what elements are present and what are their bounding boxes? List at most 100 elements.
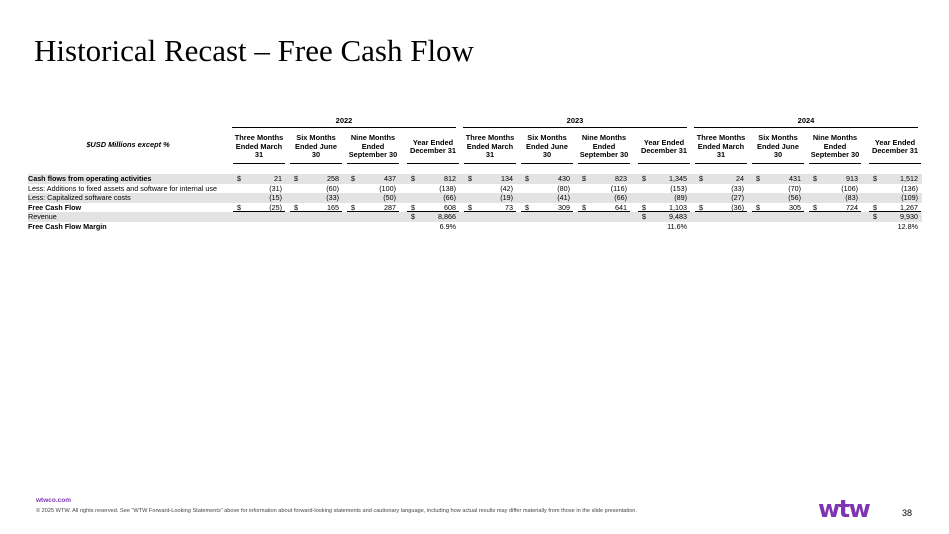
footer-url[interactable]: wtwco.com <box>36 497 72 504</box>
table-cell: (31) <box>233 184 285 194</box>
table-cell: $73 <box>464 203 516 213</box>
cell-value: 1,512 <box>900 174 918 183</box>
table-cell: $ (36) <box>695 203 747 213</box>
period-header-line: Ended March <box>697 141 745 151</box>
currency-symbol: $ <box>873 174 877 183</box>
period-header-line: Three Months <box>465 133 515 143</box>
currency-symbol: $ <box>873 212 877 221</box>
currency-symbol: $ <box>351 174 355 183</box>
table-cell: (153) <box>638 184 690 194</box>
currency-symbol: $ <box>642 212 646 221</box>
table-cell: (89) <box>638 193 690 203</box>
cell-value: 305 <box>789 202 801 212</box>
period-header: Three Months Ended March 31 <box>695 131 747 164</box>
currency-symbol: $ <box>582 174 586 183</box>
cell-value: (89) <box>674 193 687 202</box>
year-header-2023: 2023 <box>463 116 687 128</box>
cell-value: 641 <box>615 202 627 212</box>
cell-value: (25) <box>269 202 282 212</box>
table-cell: $9,483 <box>638 212 690 222</box>
cell-value: 430 <box>558 174 570 183</box>
cell-value: 6.9% <box>439 221 456 231</box>
currency-symbol: $ <box>411 174 415 183</box>
period-header: Six Months Ended June 30 <box>521 131 573 164</box>
currency-symbol: $ <box>525 174 529 183</box>
cell-value: 9,483 <box>669 212 687 221</box>
period-header-line: 30 <box>311 150 321 160</box>
table-cell: $9,930 <box>869 212 921 222</box>
footer-copyright: © 2025 WTW. All rights reserved. See “WT… <box>36 508 637 514</box>
row-label: Free Cash Flow <box>28 202 82 212</box>
period-header-line: Ended June <box>757 141 799 151</box>
currency-symbol: $ <box>813 174 817 183</box>
table-cell: (138) <box>407 184 459 194</box>
table-cell: $258 <box>290 174 342 184</box>
cell-value: (27) <box>731 193 744 202</box>
period-header-line: Year Ended <box>412 137 454 147</box>
period-header-line: Ended March <box>466 141 514 151</box>
cell-value: (50) <box>383 193 396 202</box>
cell-value: 258 <box>327 174 339 183</box>
period-header-line: Six Months <box>527 133 567 143</box>
period-header-line: Nine Months <box>350 133 396 143</box>
period-header: Nine Months Ended September 30 <box>809 131 861 164</box>
page-number: 38 <box>902 508 913 518</box>
year-header-2024: 2024 <box>694 116 918 128</box>
table-cell: $24 <box>695 174 747 184</box>
table-cell: $309 <box>521 203 573 213</box>
cell-value: 913 <box>846 174 858 183</box>
table-cell: (19) <box>464 193 516 203</box>
table-cell: (66) <box>407 193 459 203</box>
table-cell: $134 <box>464 174 516 184</box>
cell-value: (66) <box>443 193 456 202</box>
table-cell: $305 <box>752 203 804 213</box>
period-header-line: 31 <box>716 150 726 160</box>
period-header: Three Months Ended March 31 <box>233 131 285 164</box>
table-cell: $913 <box>809 174 861 184</box>
cell-value: 437 <box>384 174 396 183</box>
table-cell <box>521 212 573 222</box>
cell-value: (153) <box>670 183 687 193</box>
table-cell: (70) <box>752 184 804 194</box>
cell-value: (100) <box>379 183 396 193</box>
currency-symbol: $ <box>582 202 586 212</box>
table-cell: $1,512 <box>869 174 921 184</box>
currency-symbol: $ <box>813 202 817 212</box>
period-header-line: Six Months <box>758 133 798 143</box>
cell-value: (15) <box>269 193 282 202</box>
table-cell: (27) <box>695 193 747 203</box>
table-cell: $641 <box>578 203 630 213</box>
cell-value: (66) <box>614 193 627 202</box>
cell-value: (33) <box>326 193 339 202</box>
cell-value: (136) <box>901 183 918 193</box>
cell-value: 165 <box>327 202 339 212</box>
currency-symbol: $ <box>351 202 355 212</box>
row-label: Revenue <box>28 212 57 221</box>
table-cell: (109) <box>869 193 921 203</box>
table-cell: $ (25) <box>233 203 285 213</box>
cell-value: 73 <box>505 202 513 212</box>
table-cell <box>290 212 342 222</box>
cell-value: (41) <box>557 193 570 202</box>
period-header-line: Ended <box>361 141 385 151</box>
table-cell <box>347 222 399 232</box>
cell-value: (19) <box>500 193 513 202</box>
period-header-line: Ended <box>823 141 847 151</box>
table-cell: (100) <box>347 184 399 194</box>
cell-value: 134 <box>501 174 513 183</box>
currency-symbol: $ <box>756 202 760 212</box>
cell-value: 812 <box>444 174 456 183</box>
table-cell: $812 <box>407 174 459 184</box>
unit-label: $USD Millions except % <box>86 140 170 149</box>
table-cell: $437 <box>347 174 399 184</box>
wtw-logo: wtw <box>818 495 871 523</box>
table-row: Cash flows from operating activities $21 $… <box>28 174 922 184</box>
table-cell <box>752 212 804 222</box>
table-row: Less: Additions to fixed assets and soft… <box>28 184 922 194</box>
period-header-line: Ended June <box>295 141 337 151</box>
table-row: Free Cash Flow Margin 6.9% 11.6% 12.8% <box>28 222 922 232</box>
currency-symbol: $ <box>642 174 646 183</box>
table-cell: (80) <box>521 184 573 194</box>
cell-value: 24 <box>736 174 744 183</box>
currency-symbol: $ <box>756 174 760 183</box>
